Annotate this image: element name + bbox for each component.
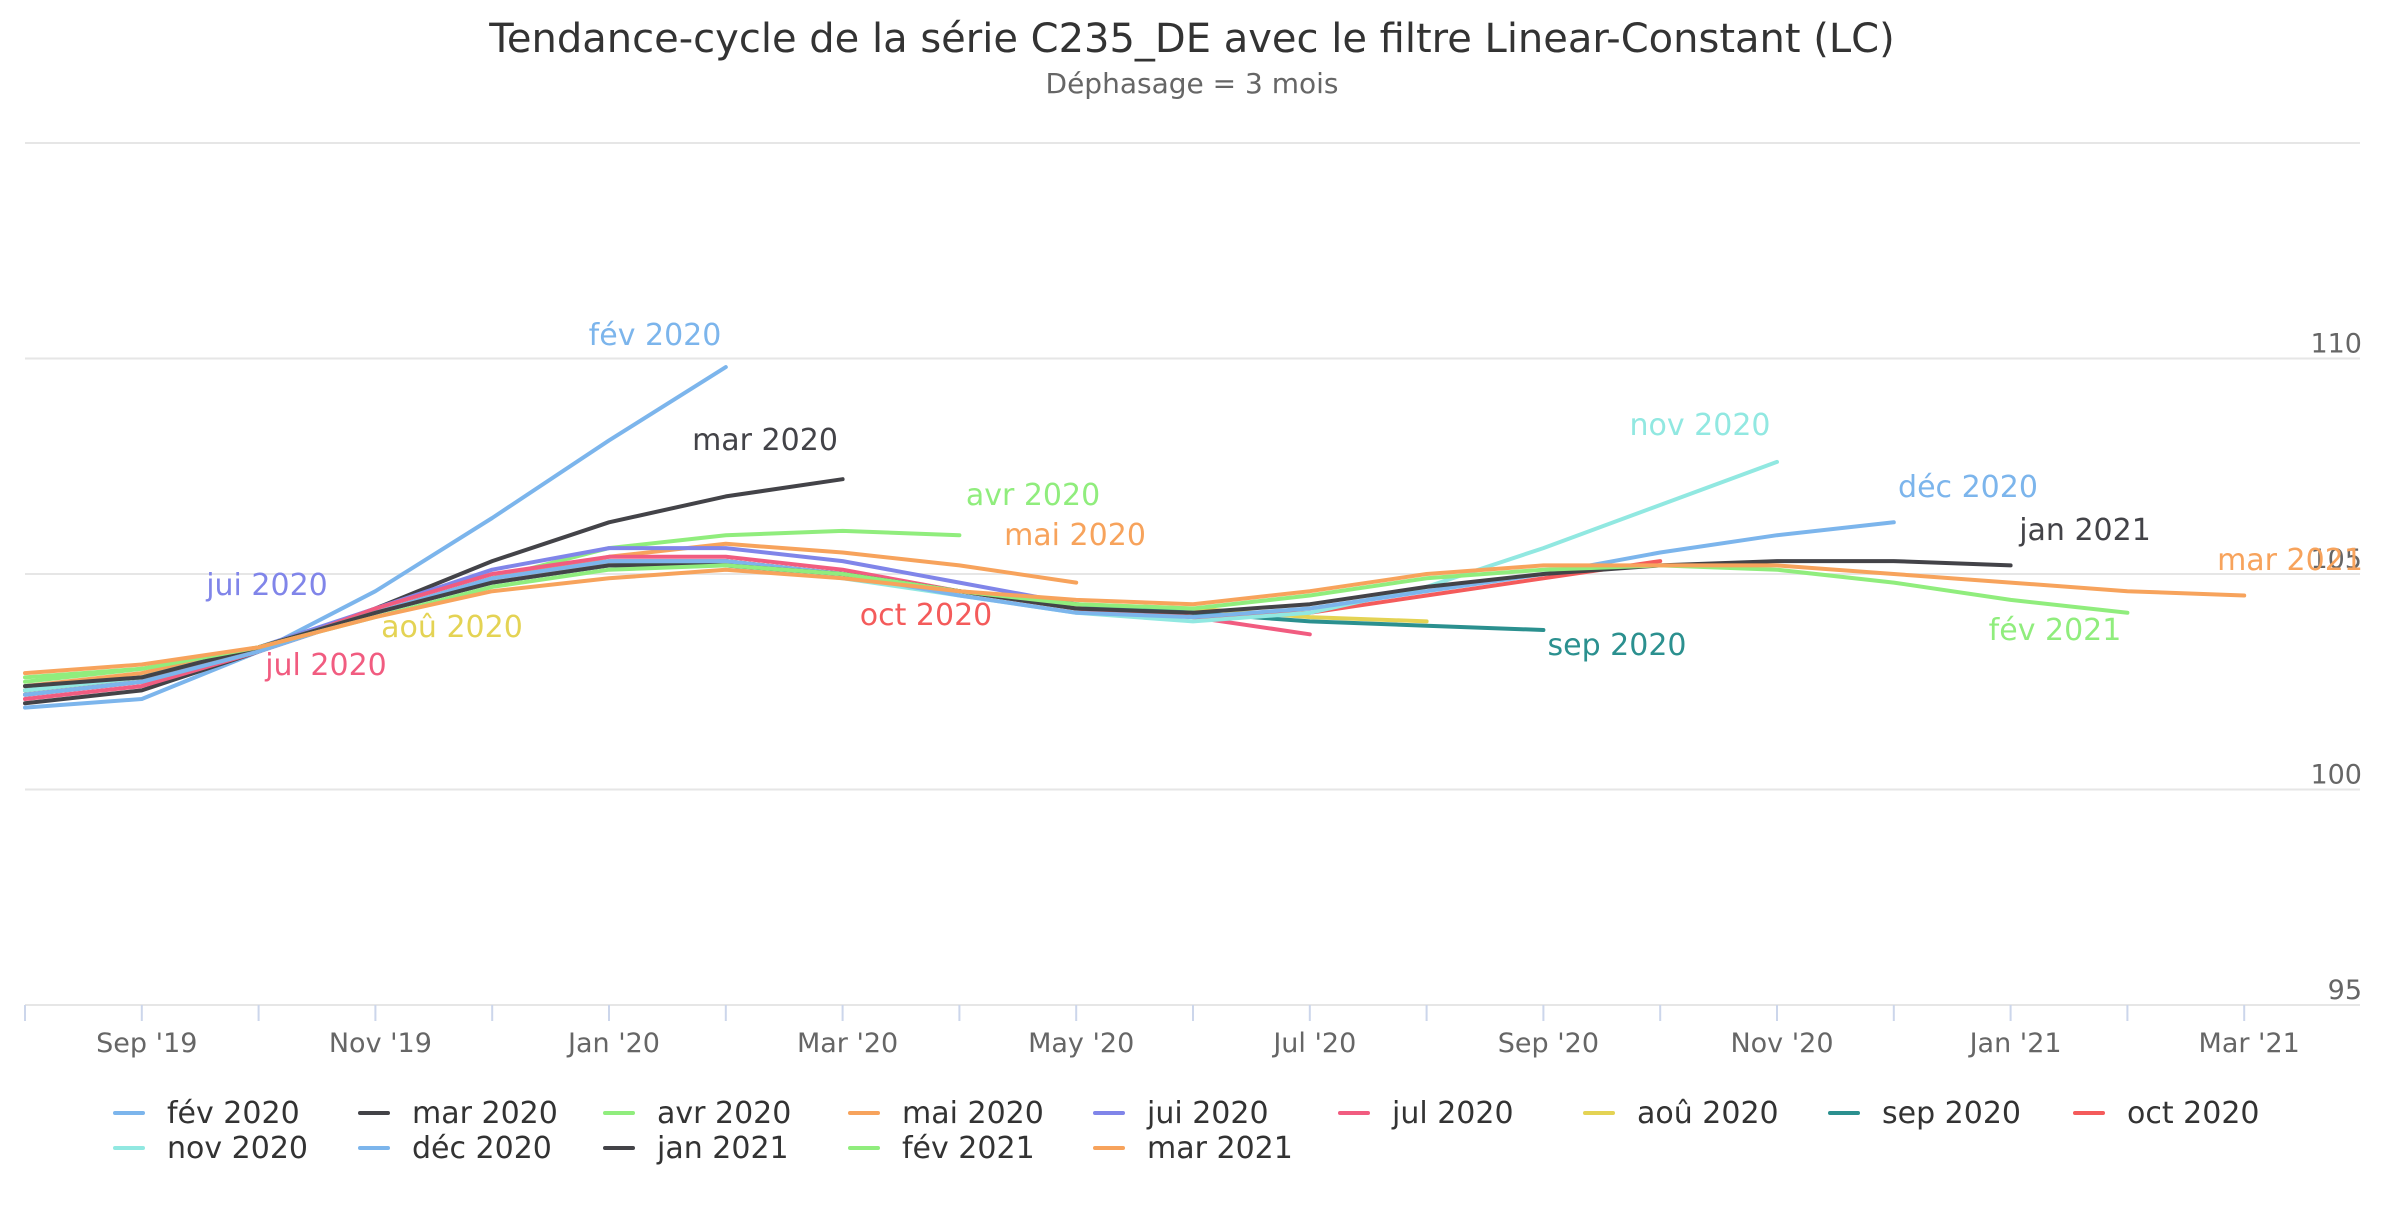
legend-label: oct 2020	[2127, 1096, 2260, 1131]
chart-subtitle: Déphasage = 3 mois	[1046, 67, 1339, 100]
legend-item[interactable]: mar 2020	[358, 1096, 558, 1131]
legend-item[interactable]: mai 2020	[848, 1096, 1044, 1131]
series-end-label: jan 2021	[2018, 513, 2151, 548]
series-end-label: fév 2020	[589, 318, 722, 353]
grid-lines	[25, 142, 2360, 1006]
legend-label: mai 2020	[902, 1096, 1044, 1131]
legend-label: jul 2020	[1391, 1096, 1514, 1131]
legend-item[interactable]: avr 2020	[603, 1096, 791, 1131]
series-line[interactable]	[23, 477, 845, 706]
legend-label: fév 2020	[167, 1096, 300, 1131]
legend[interactable]: fév 2020 mar 2020 avr 2020 mai 2020 jui 2020…	[113, 1096, 2260, 1166]
series-end-labels: fév 2020 mar 2020 avr 2020 mai 2020 jui 2020…	[205, 318, 2363, 683]
x-tick-label: May '20	[1028, 1028, 1134, 1059]
legend-label: sep 2020	[1882, 1096, 2021, 1131]
y-tick-label: 105	[2310, 544, 2362, 575]
legend-label: jui 2020	[1146, 1096, 1269, 1131]
x-tick-label: Mar '21	[2199, 1028, 2300, 1059]
series-end-label: mar 2021	[2217, 543, 2363, 578]
series-end-label: jui 2020	[205, 568, 328, 603]
series-lines[interactable]	[23, 365, 2247, 710]
legend-item[interactable]: déc 2020	[358, 1131, 552, 1166]
legend-label: jan 2021	[656, 1131, 789, 1166]
legend-label: déc 2020	[412, 1131, 552, 1166]
x-tick-label: Nov '20	[1730, 1028, 1833, 1059]
legend-label: fév 2021	[902, 1131, 1035, 1166]
x-tick-label: Jan '21	[1968, 1028, 2062, 1059]
series-end-label: fév 2021	[1989, 613, 2122, 648]
legend-item[interactable]: fév 2020	[113, 1096, 300, 1131]
x-tick-label: Mar '20	[797, 1028, 898, 1059]
series-end-label: mai 2020	[1004, 518, 1146, 553]
x-tick-label: Sep '20	[1498, 1028, 1599, 1059]
series-end-label: aoû 2020	[381, 610, 523, 645]
series-line[interactable]	[23, 563, 2247, 676]
legend-label: avr 2020	[657, 1096, 791, 1131]
series-line[interactable]	[23, 541, 1079, 689]
legend-item[interactable]: aoû 2020	[1583, 1096, 1779, 1131]
legend-item[interactable]: nov 2020	[113, 1131, 308, 1166]
y-axis-ticks: 95 100 105 110	[2310, 329, 2362, 1007]
x-tick-label: Jan '20	[566, 1028, 660, 1059]
series-end-label: avr 2020	[966, 478, 1100, 513]
chart-title: Tendance-cycle de la série C235_DE avec …	[488, 16, 1894, 62]
series-end-label: sep 2020	[1547, 628, 1686, 663]
series-line[interactable]	[23, 528, 962, 680]
legend-item[interactable]: mar 2021	[1093, 1131, 1293, 1166]
legend-item[interactable]: jul 2020	[1338, 1096, 1514, 1131]
legend-label: mar 2021	[1147, 1131, 1293, 1166]
y-tick-label: 110	[2310, 329, 2362, 360]
x-tick-label: Sep '19	[96, 1028, 197, 1059]
y-tick-label: 95	[2328, 975, 2362, 1006]
legend-item[interactable]: jan 2021	[603, 1131, 789, 1166]
series-end-label: mar 2020	[692, 423, 838, 458]
legend-item[interactable]: oct 2020	[2073, 1096, 2260, 1131]
legend-label: mar 2020	[412, 1096, 558, 1131]
x-tick-label: Nov '19	[329, 1028, 432, 1059]
legend-item[interactable]: fév 2021	[848, 1131, 1035, 1166]
series-end-label: nov 2020	[1629, 408, 1770, 443]
x-tick-label: Jul '20	[1271, 1028, 1356, 1059]
series-end-label: oct 2020	[860, 598, 993, 633]
x-axis: Sep '19 Nov '19 Jan '20 Mar '20 May '20 Jul '…	[24, 1005, 2300, 1059]
legend-item[interactable]: jui 2020	[1093, 1096, 1269, 1131]
legend-label: aoû 2020	[1637, 1096, 1779, 1131]
series-end-label: déc 2020	[1898, 470, 2038, 505]
y-tick-label: 100	[2310, 760, 2362, 791]
legend-item[interactable]: sep 2020	[1828, 1096, 2021, 1131]
legend-label: nov 2020	[167, 1131, 308, 1166]
series-line[interactable]	[23, 365, 728, 710]
series-end-label: jul 2020	[264, 648, 387, 683]
